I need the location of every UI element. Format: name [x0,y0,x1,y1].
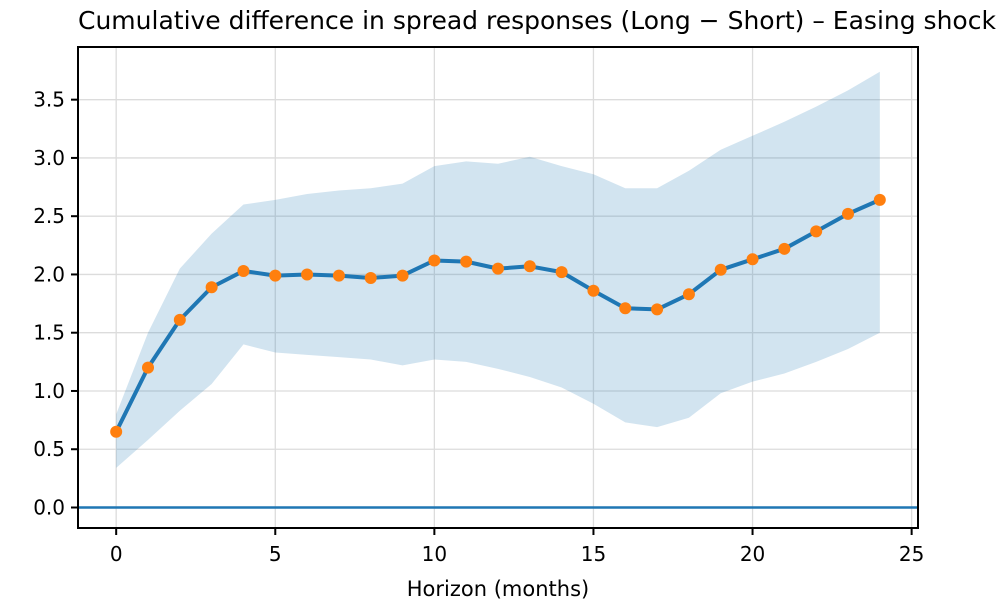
data-point-marker [301,268,314,281]
data-point-marker [428,254,441,267]
data-point-marker [746,253,759,266]
data-point-marker [714,263,727,276]
x-tick-label: 10 [422,542,447,566]
y-tick-label: 3.0 [33,146,65,170]
data-point-marker [364,271,377,284]
data-point-marker [523,260,536,273]
data-point-marker [682,288,695,301]
data-point-marker [396,269,409,282]
data-point-marker [651,303,664,316]
x-tick-label: 5 [269,542,282,566]
y-tick-label: 2.5 [33,204,65,228]
y-tick-label: 0.0 [33,495,65,519]
data-point-marker [555,266,568,279]
y-tick-label: 3.5 [33,88,65,112]
chart-title: Cumulative difference in spread response… [78,6,996,35]
data-point-marker [619,302,632,315]
data-point-marker [810,225,823,238]
x-tick-label: 25 [899,542,924,566]
data-point-marker [492,262,504,275]
data-point-marker [205,281,218,294]
y-tick-label: 2.0 [33,262,65,286]
x-tick-label: 15 [581,542,606,566]
data-point-marker [842,207,854,220]
data-point-marker [778,242,791,255]
data-point-marker [873,193,886,206]
data-point-marker [173,313,186,326]
y-tick-label: 1.5 [33,321,65,345]
y-tick-label: 1.0 [33,379,65,403]
x-axis-label: Horizon (months) [406,577,590,601]
data-point-marker [142,361,154,374]
data-point-marker [269,269,282,282]
data-point-marker [587,284,600,297]
x-tick-label: 20 [740,542,765,566]
y-tick-label: 0.5 [33,437,65,461]
data-point-marker [110,425,123,438]
data-point-marker [460,255,473,268]
data-point-marker [332,269,345,282]
data-point-marker [237,264,250,277]
x-tick-label: 0 [110,542,123,566]
plot-frame [77,46,919,529]
